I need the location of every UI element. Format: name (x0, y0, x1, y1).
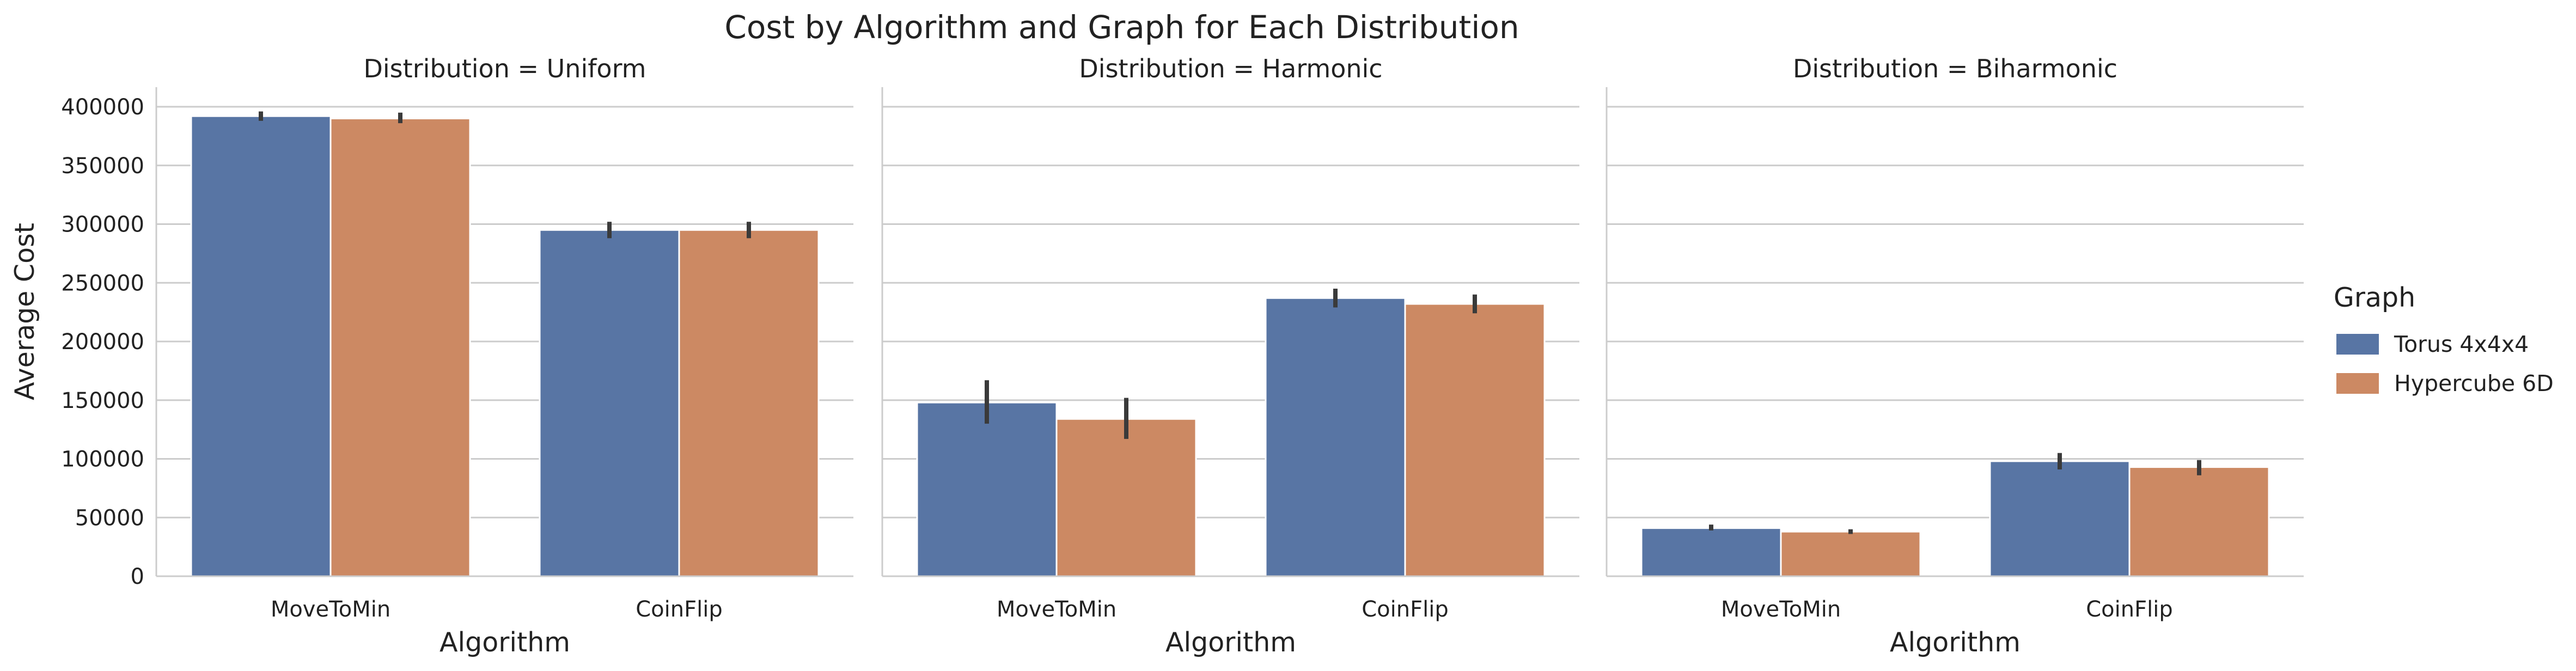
facet-panel: Distribution = Biharmonic MoveToMin CoinFl… (1606, 54, 2304, 658)
bar (1265, 297, 1406, 577)
x-tick-label: MoveToMin (1721, 597, 1841, 622)
x-axis-label: Algorithm (1890, 627, 2020, 658)
y-tick-label: 50000 (75, 505, 144, 530)
bar (190, 115, 332, 577)
x-tick-label: CoinFlip (1362, 597, 1449, 622)
y-tick-label: 350000 (61, 154, 144, 179)
y-tick-label: 200000 (61, 330, 144, 355)
bar (329, 118, 471, 577)
legend-label: Torus 4x4x4 (2394, 331, 2529, 357)
x-tick-label: MoveToMin (271, 597, 390, 622)
y-axis-label: Average Cost (9, 223, 40, 400)
x-axis-label: Algorithm (439, 627, 570, 658)
bar (1055, 418, 1197, 577)
bar (539, 229, 680, 577)
y-tick-label: 100000 (61, 447, 144, 472)
x-tick-label: CoinFlip (636, 597, 723, 622)
x-tick-label: CoinFlip (2086, 597, 2173, 622)
facet-panel: Distribution = Uniform MoveToMin CoinFlip A… (61, 54, 853, 658)
panel-title: Distribution = Uniform (363, 54, 646, 83)
bar (2128, 466, 2270, 577)
bar (1640, 527, 1782, 577)
legend: Graph Torus 4x4x4 Hypercube 6D (2334, 282, 2554, 396)
bar (1989, 460, 2131, 577)
panel-title: Distribution = Biharmonic (1793, 54, 2117, 83)
y-tick-label: 250000 (61, 271, 144, 296)
y-tick-label: 150000 (61, 388, 144, 413)
y-tick-label: 400000 (61, 95, 144, 120)
legend-swatch (2336, 334, 2379, 355)
bar (678, 229, 820, 577)
legend-label: Hypercube 6D (2394, 370, 2554, 396)
x-tick-label: MoveToMin (997, 597, 1116, 622)
bar (1780, 530, 1921, 577)
chart-title: Cost by Algorithm and Graph for Each Dis… (724, 9, 1519, 46)
y-tick-label: 0 (131, 564, 144, 589)
legend-swatch (2336, 373, 2379, 394)
facet-panel: Distribution = Harmonic MoveToMin CoinFlip… (881, 54, 1579, 658)
y-tick-label: 300000 (61, 212, 144, 237)
legend-title: Graph (2334, 282, 2415, 313)
panel-title: Distribution = Harmonic (1079, 54, 1382, 83)
x-axis-label: Algorithm (1165, 627, 1296, 658)
facet-panels: Distribution = Uniform MoveToMin CoinFlip A… (61, 54, 2304, 658)
bar (1404, 303, 1546, 577)
bar (916, 401, 1058, 577)
